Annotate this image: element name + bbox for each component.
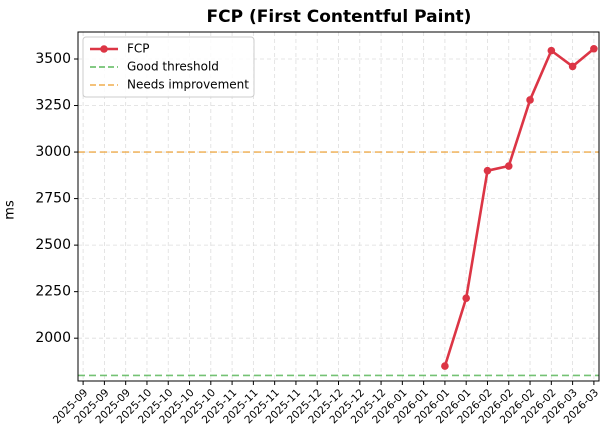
y-tick-label: 3250 xyxy=(35,98,71,114)
data-point xyxy=(483,166,492,175)
legend-label: Needs improvement xyxy=(127,78,249,92)
data-point xyxy=(526,96,534,104)
legend-box xyxy=(82,36,255,98)
legend: FCP Good threshold Needs improvement xyxy=(82,36,255,98)
plot-frame xyxy=(77,31,600,382)
data-point xyxy=(590,44,598,53)
data-point xyxy=(441,362,449,370)
legend-label: Good threshold xyxy=(127,60,219,74)
data-point xyxy=(462,294,470,302)
data-point xyxy=(504,162,513,170)
y-tick-label: 2750 xyxy=(35,191,71,207)
legend-label: FCP xyxy=(127,42,150,56)
y-tick-label: 2500 xyxy=(35,237,71,253)
legend-marker xyxy=(100,45,108,53)
data-point xyxy=(568,62,577,71)
y-tick-label: 2250 xyxy=(35,284,71,300)
y-tick-label: 3500 xyxy=(35,51,71,67)
y-axis-label: ms xyxy=(3,200,18,220)
y-tick-label: 2000 xyxy=(35,330,71,346)
series-line xyxy=(443,47,595,367)
chart-title: FCP (First Contentful Paint) xyxy=(207,7,472,27)
y-tick-label: 3000 xyxy=(35,144,71,160)
data-point xyxy=(547,46,556,55)
